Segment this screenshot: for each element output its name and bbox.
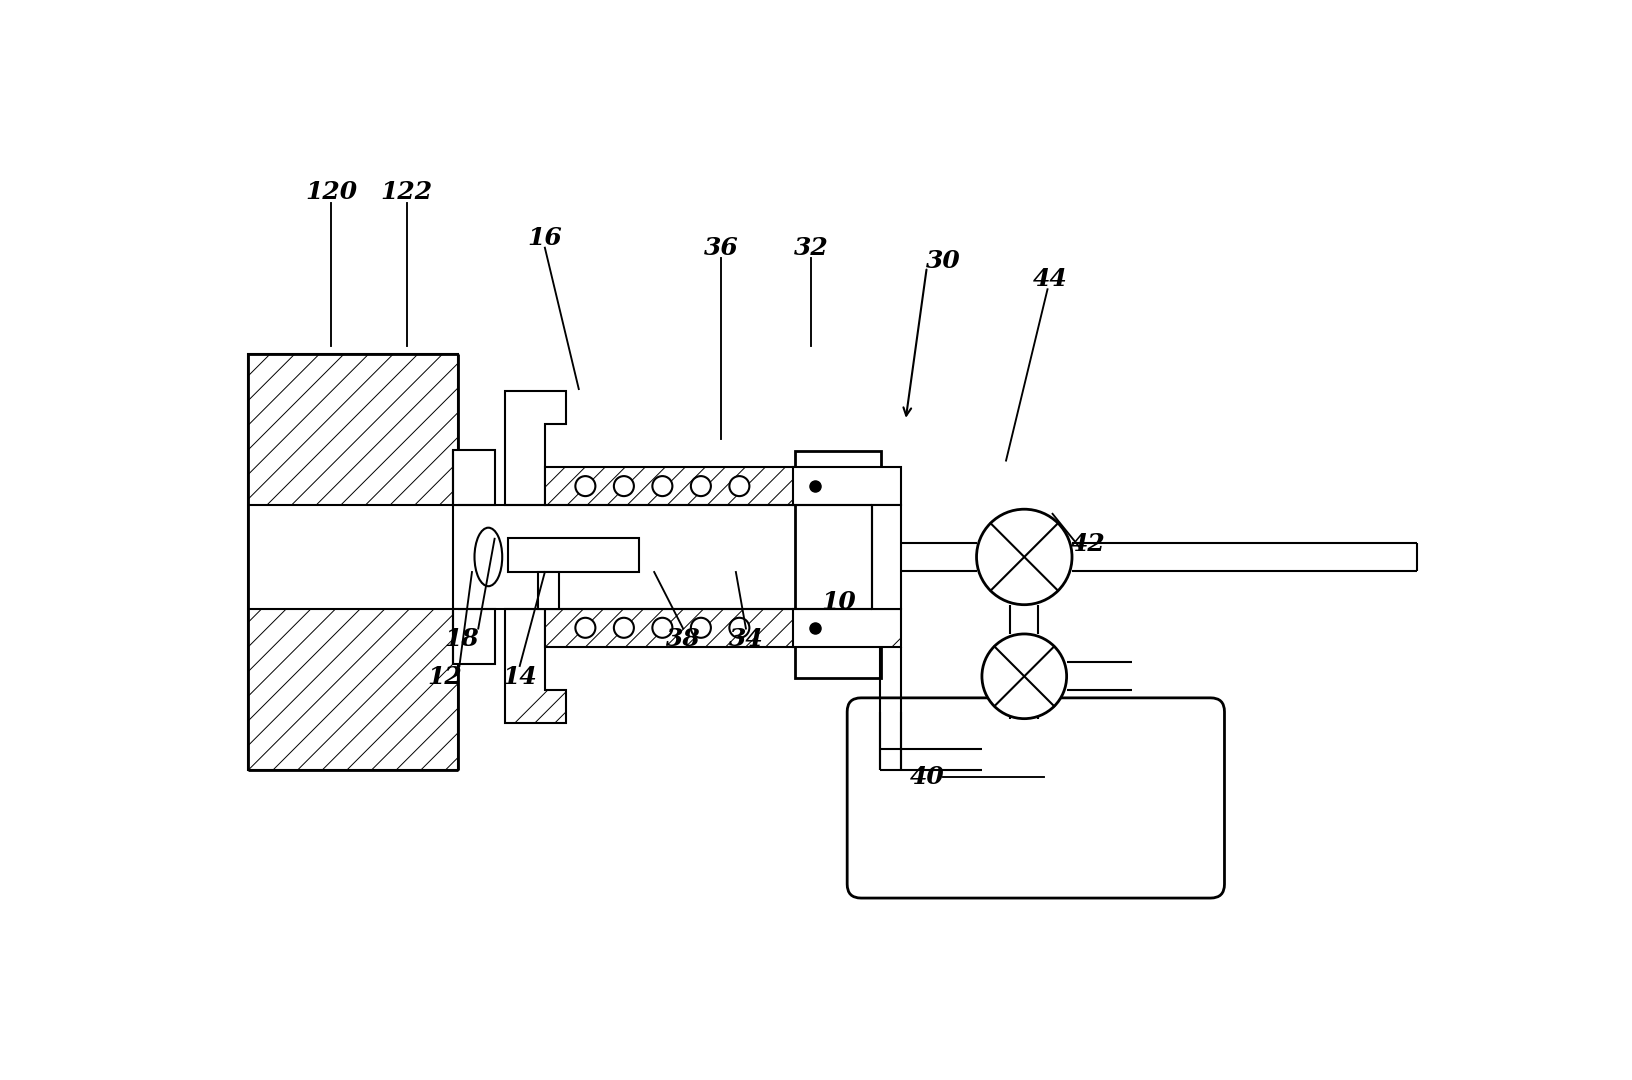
Text: 30: 30 <box>925 249 961 273</box>
Bar <box>880 647 901 770</box>
FancyBboxPatch shape <box>847 698 1224 899</box>
Text: 44: 44 <box>1033 267 1067 292</box>
Text: 40: 40 <box>909 765 945 788</box>
Ellipse shape <box>475 528 503 586</box>
Bar <box>793 505 871 608</box>
Circle shape <box>982 634 1067 718</box>
Text: 38: 38 <box>666 626 700 650</box>
Text: 14: 14 <box>503 665 537 689</box>
Circle shape <box>690 618 712 638</box>
Circle shape <box>653 618 672 638</box>
Text: 32: 32 <box>793 235 829 259</box>
Text: 36: 36 <box>703 235 738 259</box>
Bar <box>494 505 793 608</box>
Text: 42: 42 <box>1071 531 1105 556</box>
Bar <box>1072 543 1417 571</box>
Polygon shape <box>793 467 901 505</box>
Polygon shape <box>248 354 457 770</box>
Bar <box>901 543 976 571</box>
Bar <box>537 572 560 608</box>
Bar <box>248 505 496 608</box>
Polygon shape <box>454 608 494 664</box>
Polygon shape <box>504 391 566 505</box>
Polygon shape <box>793 608 901 647</box>
Text: 12: 12 <box>428 665 462 689</box>
Polygon shape <box>454 450 494 505</box>
Circle shape <box>690 476 712 496</box>
Bar <box>1010 605 1038 634</box>
Bar <box>509 538 640 572</box>
Text: 16: 16 <box>527 226 563 249</box>
Polygon shape <box>545 608 823 647</box>
Polygon shape <box>504 608 566 723</box>
Circle shape <box>614 618 633 638</box>
Text: 34: 34 <box>728 626 764 650</box>
Circle shape <box>576 476 596 496</box>
Text: 122: 122 <box>380 180 432 204</box>
Text: 18: 18 <box>444 626 480 650</box>
Circle shape <box>730 476 749 496</box>
Text: 120: 120 <box>305 180 357 204</box>
Circle shape <box>653 476 672 496</box>
Bar <box>795 450 881 678</box>
Circle shape <box>730 618 749 638</box>
Circle shape <box>576 618 596 638</box>
Circle shape <box>976 509 1072 605</box>
Polygon shape <box>545 467 823 505</box>
Circle shape <box>614 476 633 496</box>
Polygon shape <box>871 505 901 608</box>
Bar <box>1010 712 1038 718</box>
Text: 10: 10 <box>821 590 857 613</box>
